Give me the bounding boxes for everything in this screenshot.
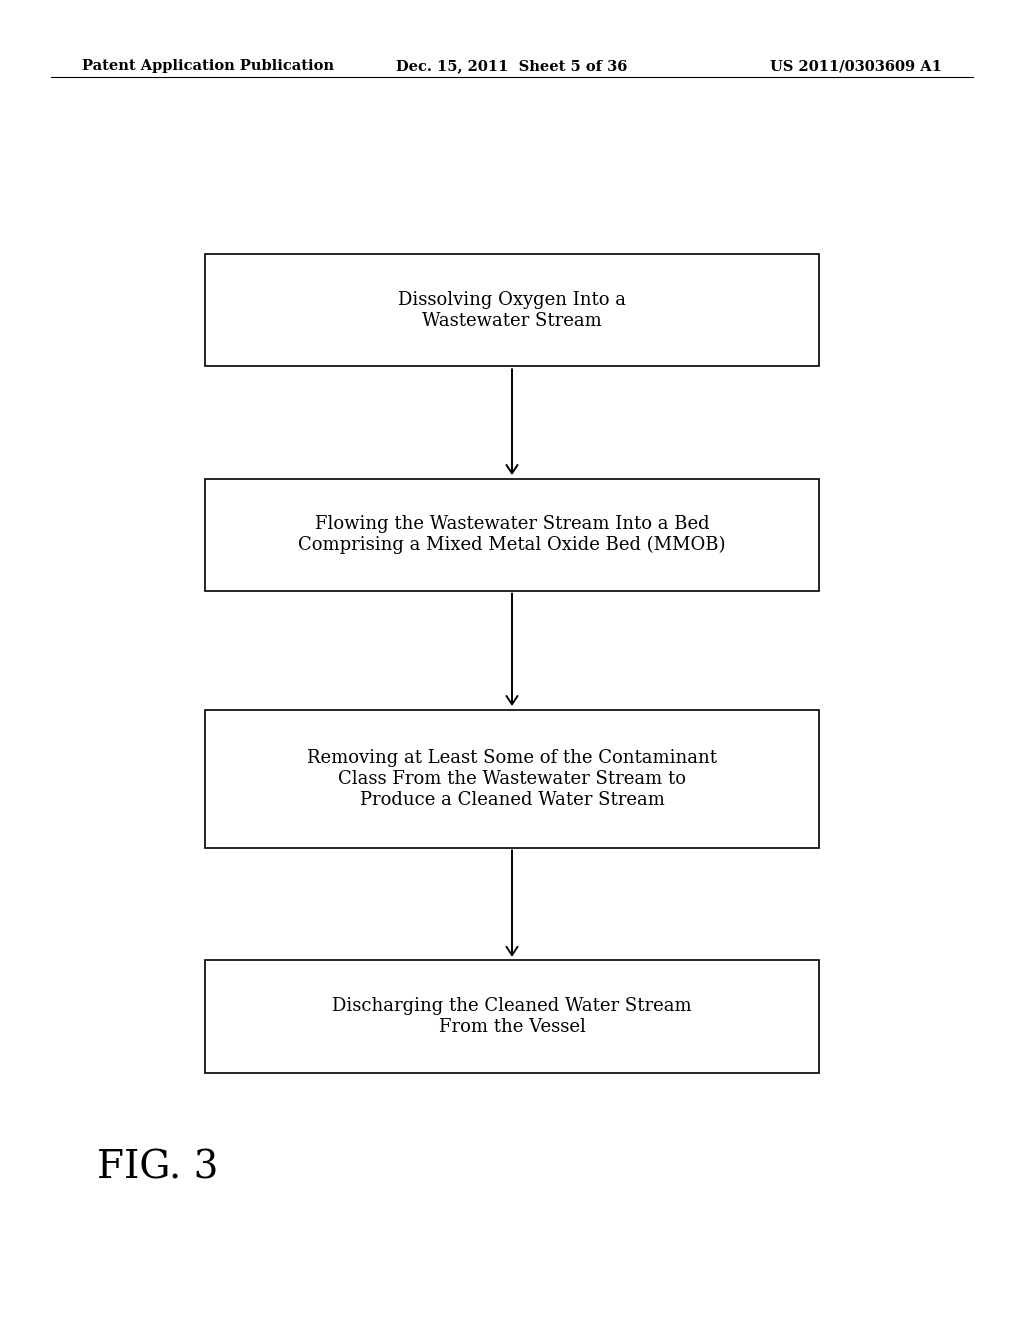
Text: FIG. 3: FIG. 3: [97, 1150, 219, 1187]
Text: Dec. 15, 2011  Sheet 5 of 36: Dec. 15, 2011 Sheet 5 of 36: [396, 59, 628, 74]
Text: US 2011/0303609 A1: US 2011/0303609 A1: [770, 59, 942, 74]
FancyBboxPatch shape: [205, 961, 819, 1072]
FancyBboxPatch shape: [205, 710, 819, 849]
Text: Dissolving Oxygen Into a
Wastewater Stream: Dissolving Oxygen Into a Wastewater Stre…: [398, 290, 626, 330]
Text: Patent Application Publication: Patent Application Publication: [82, 59, 334, 74]
Text: Discharging the Cleaned Water Stream
From the Vessel: Discharging the Cleaned Water Stream Fro…: [332, 997, 692, 1036]
Text: Removing at Least Some of the Contaminant
Class From the Wastewater Stream to
Pr: Removing at Least Some of the Contaminan…: [307, 748, 717, 809]
FancyBboxPatch shape: [205, 479, 819, 591]
FancyBboxPatch shape: [205, 253, 819, 366]
Text: Flowing the Wastewater Stream Into a Bed
Comprising a Mixed Metal Oxide Bed (MMO: Flowing the Wastewater Stream Into a Bed…: [298, 515, 726, 554]
